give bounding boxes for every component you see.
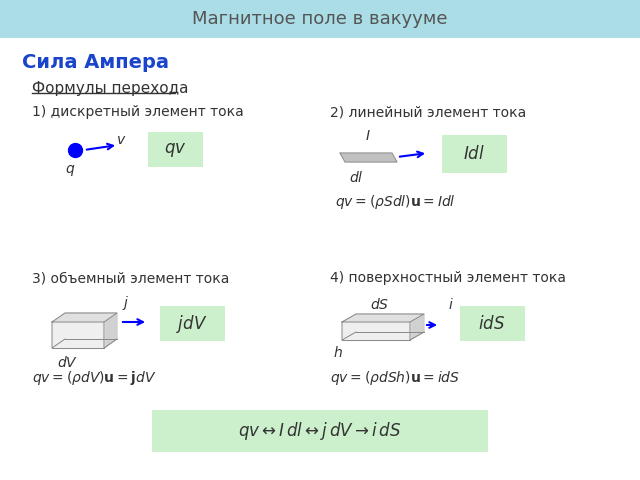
Polygon shape (104, 313, 117, 348)
FancyBboxPatch shape (0, 0, 640, 38)
Text: $Idl$: $Idl$ (463, 145, 485, 163)
Text: 4) поверхностный элемент тока: 4) поверхностный элемент тока (330, 271, 566, 285)
FancyBboxPatch shape (152, 410, 488, 452)
Text: Магнитное поле в вакууме: Магнитное поле в вакууме (192, 10, 448, 28)
Text: $jdV$: $jdV$ (176, 313, 208, 335)
Polygon shape (342, 314, 424, 322)
Text: 3) объемный элемент тока: 3) объемный элемент тока (32, 271, 229, 285)
FancyBboxPatch shape (442, 135, 507, 173)
Text: $j$: $j$ (122, 294, 129, 312)
Text: $qv = (\rho Sdl)\mathbf{u} = Idl$: $qv = (\rho Sdl)\mathbf{u} = Idl$ (335, 193, 456, 211)
Text: $i$: $i$ (448, 297, 454, 312)
Polygon shape (410, 314, 424, 340)
Text: $dS$: $dS$ (371, 297, 390, 312)
Text: $h$: $h$ (333, 345, 343, 360)
FancyBboxPatch shape (460, 306, 525, 341)
Text: $dV$: $dV$ (58, 355, 79, 370)
Text: Формулы перехода: Формулы перехода (32, 81, 189, 96)
Text: $qv = (\rho dSh)\mathbf{u} = idS$: $qv = (\rho dSh)\mathbf{u} = idS$ (330, 369, 460, 387)
Polygon shape (52, 313, 117, 322)
Text: $qv$: $qv$ (164, 141, 186, 159)
Text: $q$: $q$ (65, 163, 75, 178)
Text: $dl$: $dl$ (349, 170, 364, 185)
FancyBboxPatch shape (160, 306, 225, 341)
Text: $qv \leftrightarrow I\,dl \leftrightarrow j\,dV \rightarrow i\,dS$: $qv \leftrightarrow I\,dl \leftrightarro… (238, 420, 402, 442)
Polygon shape (340, 153, 397, 162)
Text: 2) линейный элемент тока: 2) линейный элемент тока (330, 105, 526, 119)
Polygon shape (52, 322, 104, 348)
Text: 1) дискретный элемент тока: 1) дискретный элемент тока (32, 105, 244, 119)
Text: $idS$: $idS$ (478, 315, 506, 333)
Text: $I$: $I$ (365, 129, 371, 143)
Text: $qv = (\rho dV)\mathbf{u} = \mathbf{j}dV$: $qv = (\rho dV)\mathbf{u} = \mathbf{j}dV… (32, 369, 157, 387)
Text: Сила Ампера: Сила Ампера (22, 52, 169, 72)
Text: $v$: $v$ (116, 133, 126, 147)
Polygon shape (342, 322, 410, 340)
FancyBboxPatch shape (148, 132, 203, 167)
